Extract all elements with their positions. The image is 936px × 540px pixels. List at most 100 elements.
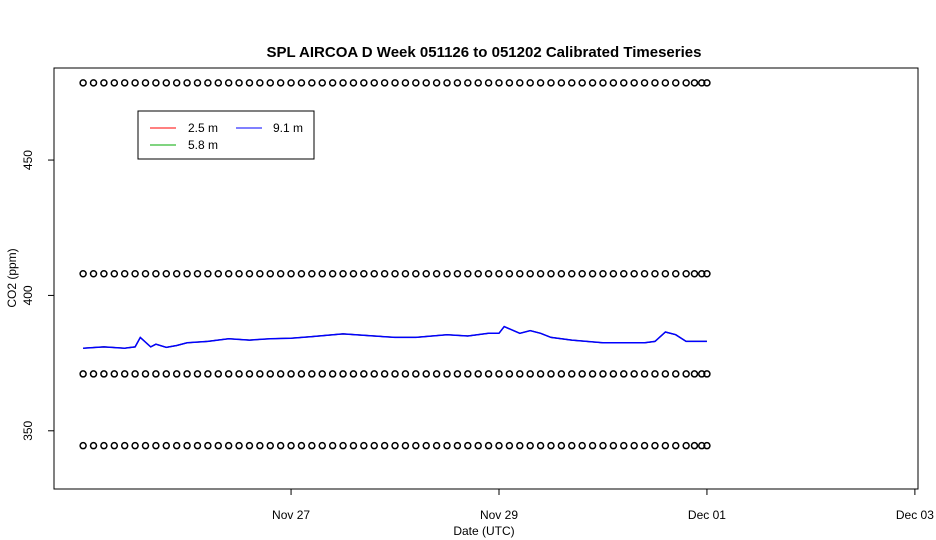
calibration-point-2-52 [620,370,628,378]
calibration-point-1-48 [578,270,586,278]
calibration-point-0-5 [131,79,139,87]
calibration-point-2-5 [131,370,139,378]
calibration-point-2-25 [339,370,347,378]
y-tick-label-0: 350 [21,420,35,440]
calibration-point-1-59 [690,270,699,278]
calibration-point-2-56 [661,370,670,378]
calibration-point-3-16 [245,441,254,450]
calibration-point-1-45 [547,270,555,278]
calibration-point-3-22 [308,441,316,450]
calibration-point-2-32 [412,370,420,378]
calibration-point-1-1 [89,270,98,278]
calibration-point-1-12 [204,270,212,278]
calibration-point-0-7 [152,79,160,87]
calibration-point-2-2 [100,370,108,378]
x-axis: Nov 27 Nov 29 Dec 01 Dec 03 [272,489,934,522]
calibration-point-1-35 [443,270,451,278]
calibration-point-2-59 [690,370,699,378]
chart-title: SPL AIRCOA D Week 051126 to 051202 Calib… [267,44,702,61]
calibration-point-3-0 [79,441,87,450]
calibration-point-2-54 [640,370,649,378]
calibration-point-2-28 [370,370,378,378]
calibration-point-3-42 [516,441,524,450]
calibration-point-1-25 [339,270,347,278]
calibration-point-2-36 [453,370,462,378]
calibration-point-2-39 [484,370,493,378]
calibration-point-1-30 [391,270,399,278]
calibration-point-0-61 [703,79,711,87]
calibration-point-0-4 [120,79,129,87]
calibration-point-0-48 [578,79,586,87]
calibration-point-1-16 [245,270,254,278]
calibration-point-1-0 [79,270,87,278]
calibration-point-1-61 [703,270,711,278]
calibration-point-3-38 [474,441,482,450]
calibration-point-0-30 [391,79,399,87]
calibration-point-2-40 [495,370,503,378]
legend-label-2-5m: 2.5 m [188,121,218,135]
calibration-point-0-24 [328,79,337,87]
calibration-point-2-41 [505,370,514,378]
calibration-point-3-3 [110,441,119,450]
calibration-point-3-12 [204,441,212,450]
calibration-point-1-56 [661,270,670,278]
calibration-point-3-7 [152,441,160,450]
calibration-point-2-13 [214,370,223,378]
calibration-point-1-3 [110,270,119,278]
calibration-point-0-42 [516,79,524,87]
calibration-point-1-40 [495,270,503,278]
calibration-point-3-10 [183,441,191,450]
calibration-point-2-30 [391,370,399,378]
calibration-point-0-17 [256,79,264,87]
calibration-point-3-11 [193,441,202,450]
calibration-point-1-34 [432,270,441,278]
calibration-point-1-33 [422,270,430,278]
calibration-point-3-48 [578,441,586,450]
calibration-point-1-18 [266,270,275,278]
calibration-point-2-49 [588,370,597,378]
calibration-point-3-15 [235,441,243,450]
calibration-point-0-19 [276,79,285,87]
calibration-point-3-2 [100,441,108,450]
calibration-point-0-8 [162,79,171,87]
calibration-point-0-32 [412,79,420,87]
calibration-point-2-21 [297,370,306,378]
calibration-point-0-54 [640,79,649,87]
calibration-point-1-39 [484,270,493,278]
calibration-point-2-61 [703,370,711,378]
calibration-point-3-36 [453,441,462,450]
x-tick-label-2: Dec 01 [688,508,726,522]
calibration-point-2-22 [308,370,316,378]
x-tick-label-1: Nov 29 [480,508,518,522]
calibration-point-2-42 [516,370,524,378]
calibration-point-0-60 [697,79,706,87]
calibration-point-2-38 [474,370,482,378]
calibration-point-0-2 [100,79,108,87]
calibration-point-0-44 [536,79,545,87]
calibration-point-1-7 [152,270,160,278]
calibration-point-1-5 [131,270,139,278]
calibration-point-1-13 [214,270,223,278]
calibration-point-2-33 [422,370,430,378]
calibration-point-0-53 [630,79,638,87]
calibration-point-0-35 [443,79,451,87]
calibration-point-2-46 [557,370,566,378]
calibration-point-3-23 [318,441,326,450]
calibration-point-1-42 [516,270,524,278]
calibration-point-0-27 [360,79,368,87]
calibration-point-1-52 [620,270,628,278]
calibration-point-3-13 [214,441,223,450]
calibration-point-0-34 [432,79,441,87]
calibration-point-1-49 [588,270,597,278]
calibration-point-2-0 [79,370,87,378]
calibration-point-0-9 [172,79,181,87]
series-lines [83,325,707,349]
calibration-point-0-39 [484,79,493,87]
calibration-point-0-16 [245,79,254,87]
calibration-point-2-45 [547,370,555,378]
calibration-point-3-18 [266,441,275,450]
series-line-9-1m [83,325,707,349]
calibration-point-1-50 [599,270,607,278]
calibration-point-3-25 [339,441,347,450]
calibration-point-0-25 [339,79,347,87]
